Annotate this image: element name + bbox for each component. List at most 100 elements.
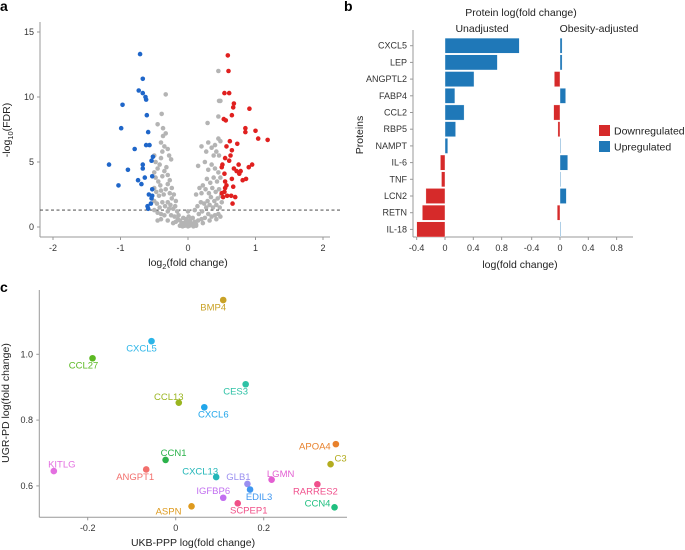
point-angpt1 [142, 466, 150, 473]
y-tick-label: 1.0 [20, 349, 33, 359]
x-tick-label: -2 [49, 243, 57, 253]
point-lgmn [268, 476, 275, 483]
point-ns [154, 201, 160, 206]
legend: Downregulated Upregulated [599, 125, 685, 154]
point-ns [206, 190, 212, 196]
point-ns [202, 159, 208, 165]
bar-ccl2-adjusted [553, 104, 561, 121]
point-down [140, 166, 146, 171]
point-ns [209, 214, 214, 219]
legend-swatch-upregulated [599, 141, 610, 152]
point-ns [166, 153, 172, 158]
point-down [118, 125, 124, 131]
y-tick-label: 0 [29, 222, 34, 232]
point-label-apoa4: APOA4 [299, 441, 331, 452]
x-tick-label: -0.2 [80, 523, 96, 533]
point-ns [199, 190, 204, 196]
point-ns [216, 170, 221, 175]
point-ns [193, 192, 199, 197]
point-ns [162, 203, 168, 209]
point-up [255, 136, 261, 141]
x-axis-label: log2(fold change) [148, 257, 227, 271]
x-tick-label: -0.4 [524, 243, 540, 253]
point-up [222, 171, 227, 176]
point-down [144, 112, 150, 118]
x-tick-label: 2 [320, 243, 325, 253]
point-ns [185, 219, 190, 225]
point-ns [216, 114, 221, 119]
point-apoa4 [332, 440, 340, 448]
point-ns [158, 188, 164, 193]
point-edil3 [246, 486, 254, 493]
point-label-scpep1: SCPEP1 [230, 506, 268, 517]
y-tick-label: 0.8 [20, 415, 33, 425]
legend-label-downregulated: Downregulated [614, 126, 685, 138]
protein-label: NAMPT [376, 141, 408, 151]
protein-label: CCL2 [384, 108, 407, 118]
bar-nampt-unadjusted [444, 138, 449, 154]
point-ns [210, 205, 216, 210]
point-down [136, 88, 142, 93]
point-ns [212, 198, 217, 204]
point-label-c3: C3 [335, 453, 347, 464]
point-ns [196, 211, 202, 217]
x-tick-label: 0.2 [257, 523, 270, 533]
point-ns [215, 196, 220, 201]
panel-label-b: b [344, 0, 353, 14]
point-c3 [327, 460, 334, 468]
point-ns [205, 198, 210, 204]
point-ns [199, 144, 204, 149]
point-ns [171, 192, 177, 197]
point-ns [203, 187, 208, 192]
point-ns [212, 166, 218, 171]
point-scpep1 [234, 500, 242, 507]
point-ns [197, 185, 202, 191]
point-ns [218, 98, 223, 104]
point-label-igfbp6: IGFBP6 [196, 486, 230, 497]
x-tick-label: 0 [185, 243, 190, 253]
point-up [240, 177, 245, 183]
point-ns [160, 174, 165, 179]
point-up [229, 148, 235, 153]
point-up [246, 164, 252, 170]
protein-label: LEP [390, 57, 407, 67]
facet-label-obesity-adjusted: Obesity-adjusted [560, 23, 639, 35]
point-ns [157, 162, 162, 167]
point-rarres2 [314, 480, 321, 488]
point-label-angpt1: ANGPT1 [116, 472, 154, 483]
point-ns [151, 207, 157, 213]
point-ns [165, 218, 171, 223]
point-up [227, 138, 233, 144]
x-axis-label: log(fold change) [482, 259, 557, 271]
point-ns [163, 131, 169, 136]
bar-il-6-unadjusted [440, 154, 446, 171]
point-ns [205, 167, 211, 173]
point-ccl27 [89, 354, 96, 362]
protein-bar-chart: Protein log(fold change) Unadjusted Obes… [354, 7, 685, 271]
point-up [230, 105, 236, 110]
x-tick-label: 0.8 [610, 243, 623, 253]
point-ns [208, 194, 214, 200]
point-ns [212, 142, 218, 148]
point-ns [216, 187, 222, 192]
point-ns [203, 205, 209, 210]
point-up [219, 164, 225, 170]
point-ns [195, 203, 200, 209]
bar-cxcl5-adjusted [559, 37, 563, 54]
point-cxcl13 [212, 473, 220, 481]
point-ns [216, 68, 221, 74]
point-down [145, 206, 151, 212]
point-ns [211, 153, 216, 158]
panel-label-c: c [0, 279, 8, 295]
point-up [228, 153, 233, 158]
point-ns [172, 203, 178, 209]
point-ns [158, 155, 164, 161]
point-ns [160, 200, 165, 205]
protein-label: IL-18 [386, 224, 407, 234]
point-up [229, 176, 235, 182]
point-ns [177, 223, 183, 228]
bar-rbp5-unadjusted [444, 121, 456, 137]
point-ns [165, 172, 171, 178]
y-axis-label: Proteins [354, 116, 366, 155]
point-up [222, 155, 228, 161]
